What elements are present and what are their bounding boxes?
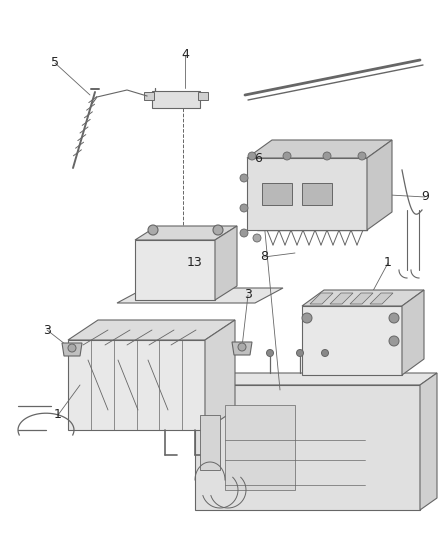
Circle shape bbox=[248, 152, 256, 160]
Polygon shape bbox=[402, 290, 424, 375]
Polygon shape bbox=[367, 140, 392, 230]
Polygon shape bbox=[247, 158, 367, 230]
Polygon shape bbox=[152, 91, 200, 108]
Polygon shape bbox=[350, 293, 373, 304]
Circle shape bbox=[240, 229, 248, 237]
Polygon shape bbox=[247, 140, 392, 158]
Polygon shape bbox=[302, 306, 402, 375]
Text: 13: 13 bbox=[187, 255, 203, 269]
Circle shape bbox=[283, 152, 291, 160]
Text: 1: 1 bbox=[54, 408, 62, 422]
Polygon shape bbox=[370, 293, 393, 304]
Circle shape bbox=[302, 313, 312, 323]
Text: 9: 9 bbox=[421, 190, 429, 204]
Polygon shape bbox=[68, 340, 205, 430]
Polygon shape bbox=[262, 183, 292, 205]
Polygon shape bbox=[68, 320, 235, 340]
Circle shape bbox=[389, 336, 399, 346]
Polygon shape bbox=[200, 415, 220, 470]
Polygon shape bbox=[135, 240, 215, 300]
Circle shape bbox=[213, 225, 223, 235]
Polygon shape bbox=[215, 226, 237, 300]
Polygon shape bbox=[225, 405, 295, 490]
Polygon shape bbox=[302, 290, 424, 306]
Circle shape bbox=[68, 344, 76, 352]
Polygon shape bbox=[195, 385, 420, 510]
Circle shape bbox=[240, 174, 248, 182]
Circle shape bbox=[323, 152, 331, 160]
Text: 8: 8 bbox=[260, 251, 268, 263]
Circle shape bbox=[238, 343, 246, 351]
Polygon shape bbox=[135, 226, 237, 240]
Circle shape bbox=[266, 350, 273, 357]
Circle shape bbox=[358, 152, 366, 160]
Polygon shape bbox=[310, 293, 333, 304]
Text: 3: 3 bbox=[244, 288, 252, 302]
Text: 3: 3 bbox=[43, 324, 51, 336]
Circle shape bbox=[253, 234, 261, 242]
Polygon shape bbox=[62, 343, 82, 356]
Polygon shape bbox=[420, 373, 437, 510]
Text: 1: 1 bbox=[384, 256, 392, 270]
Polygon shape bbox=[144, 92, 154, 100]
Circle shape bbox=[389, 313, 399, 323]
Polygon shape bbox=[195, 373, 437, 385]
Text: 5: 5 bbox=[51, 56, 59, 69]
Polygon shape bbox=[302, 183, 332, 205]
Polygon shape bbox=[205, 320, 235, 430]
Polygon shape bbox=[117, 288, 283, 303]
Circle shape bbox=[240, 204, 248, 212]
Circle shape bbox=[148, 225, 158, 235]
Circle shape bbox=[297, 350, 304, 357]
Text: 6: 6 bbox=[254, 151, 262, 165]
Polygon shape bbox=[232, 342, 252, 355]
Polygon shape bbox=[330, 293, 353, 304]
Text: 4: 4 bbox=[181, 49, 189, 61]
Circle shape bbox=[321, 350, 328, 357]
Polygon shape bbox=[198, 92, 208, 100]
